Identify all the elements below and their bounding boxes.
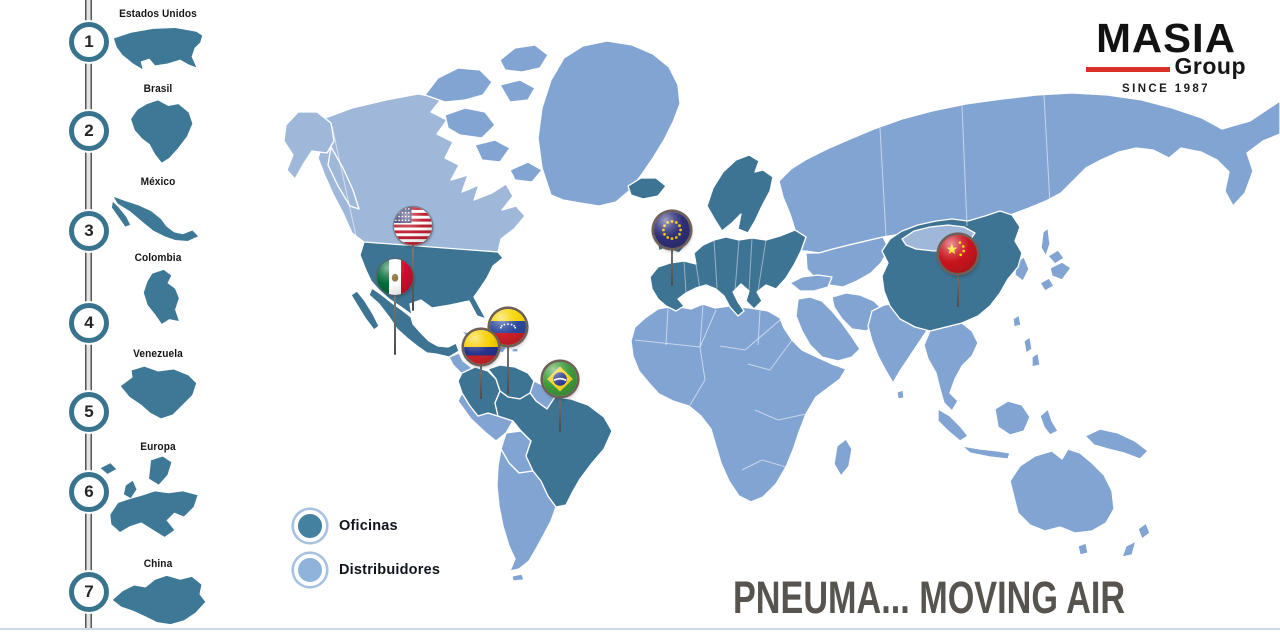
country-silhouette-venezuela xyxy=(113,362,203,424)
pin-stick xyxy=(558,379,562,432)
country-label: Venezuela xyxy=(133,348,183,360)
step-number: 7 xyxy=(84,582,94,601)
pin-stick xyxy=(506,327,510,394)
flag-icon-china xyxy=(939,235,977,273)
country-silhouette-colombia xyxy=(122,266,194,340)
pin-gloss xyxy=(654,212,690,248)
pin-stick xyxy=(479,347,483,399)
country-label: Europa xyxy=(140,441,176,453)
legend-item-offices: Oficinas xyxy=(294,510,440,542)
country-silhouette-europa xyxy=(91,454,213,550)
flag-icon-mexico xyxy=(377,259,413,295)
tagline: PNEUMA... MOVING AIR xyxy=(733,572,1126,623)
office-swatch-icon xyxy=(294,510,326,542)
map-country-iceland xyxy=(627,177,667,200)
country-silhouette-brasil xyxy=(119,96,197,168)
map-country-europe xyxy=(649,229,807,317)
step-number: 1 xyxy=(84,32,94,51)
pin-stick xyxy=(670,230,674,286)
step-number: 3 xyxy=(84,221,94,240)
map-europe-borders xyxy=(683,237,767,294)
step-number-badge: 2 xyxy=(69,111,109,151)
pin-stick xyxy=(956,254,960,307)
pin-stick xyxy=(411,226,415,311)
map-country-scandinavia xyxy=(706,154,774,234)
legend-distributors-label: Distribuidores xyxy=(339,562,441,578)
country-label: México xyxy=(140,176,176,188)
footer-divider-line xyxy=(0,628,1280,630)
step-number: 2 xyxy=(84,121,94,140)
map-internal-borders xyxy=(331,94,1051,471)
step-number-badge: 5 xyxy=(69,392,109,432)
logo-group-row: Group xyxy=(1084,53,1248,80)
pin-gloss xyxy=(377,259,413,295)
pin-gloss xyxy=(543,362,577,396)
map-country-mexico xyxy=(350,290,380,331)
flag-icon-colombia xyxy=(464,330,498,364)
map-legend: Oficinas Distribuidores xyxy=(294,510,440,598)
map-country-mexico xyxy=(368,287,460,358)
step-number-badge: 6 xyxy=(69,472,109,512)
pin-gloss xyxy=(464,330,498,364)
legend-offices-label: Oficinas xyxy=(339,518,398,534)
logo-group-text: Group xyxy=(1174,53,1246,79)
flag-icon-brasil xyxy=(543,362,577,396)
step-number: 6 xyxy=(84,482,94,501)
step-number: 4 xyxy=(84,313,94,332)
country-label: Colombia xyxy=(134,252,182,264)
country-silhouette-usa xyxy=(110,22,206,80)
step-number-badge: 4 xyxy=(69,303,109,343)
logo-red-rule xyxy=(1086,67,1170,72)
step-number-badge: 3 xyxy=(69,211,109,251)
pin-gloss xyxy=(939,235,977,273)
company-logo: MASIA Group SINCE 1987 xyxy=(1084,18,1248,95)
flag-icon-europa xyxy=(654,212,690,248)
country-silhouette-mexico xyxy=(110,191,202,245)
distributor-swatch-icon xyxy=(294,554,326,586)
pin-gloss xyxy=(394,207,432,245)
step-number-badge: 1 xyxy=(69,22,109,62)
flag-icon-usa xyxy=(394,207,432,245)
pin-stick xyxy=(393,277,397,355)
legend-item-distributors: Distribuidores xyxy=(294,554,440,586)
country-silhouette-china xyxy=(108,571,212,629)
country-label: Brasil xyxy=(143,83,173,95)
map-region-distributors xyxy=(424,40,1280,582)
logo-name: MASIA xyxy=(1096,15,1236,61)
map-region-north-lights xyxy=(283,93,526,253)
map-country-brazil xyxy=(494,390,613,508)
logo-since-text: SINCE 1987 xyxy=(1122,83,1210,95)
country-label: China xyxy=(143,558,173,570)
step-number: 5 xyxy=(84,402,94,421)
step-number-badge: 7 xyxy=(69,572,109,612)
country-label: Estados Unidos xyxy=(119,8,197,20)
